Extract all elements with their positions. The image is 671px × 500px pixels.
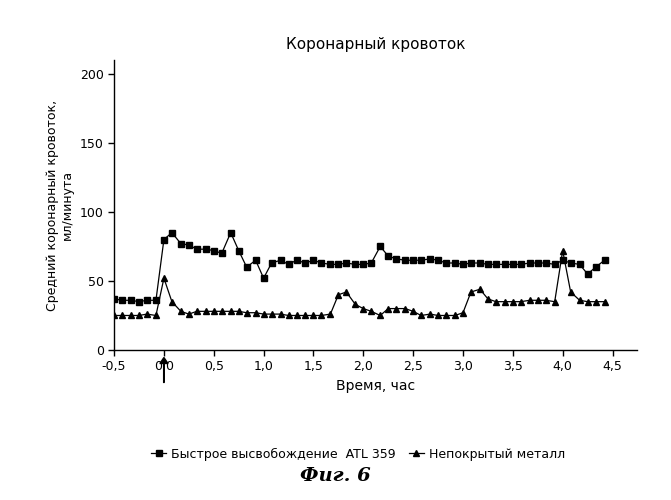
- X-axis label: Время, час: Время, час: [336, 379, 415, 393]
- Непокрытый металл: [268, 311, 276, 317]
- Непокрытый металл: [601, 298, 609, 304]
- Быстрое высвобождение  ATL 359: [268, 260, 276, 266]
- Быстрое высвобождение  ATL 359: [110, 296, 118, 302]
- Быстрое высвобождение  ATL 359: [293, 257, 301, 263]
- Быстрое высвобождение  ATL 359: [168, 230, 176, 235]
- Непокрытый металл: [235, 308, 243, 314]
- Text: Фиг. 6: Фиг. 6: [300, 467, 371, 485]
- Line: Непокрытый металл: Непокрытый металл: [111, 248, 608, 318]
- Быстрое высвобождение  ATL 359: [601, 257, 609, 263]
- Непокрытый металл: [276, 311, 285, 317]
- Line: Быстрое высвобождение  ATL 359: Быстрое высвобождение ATL 359: [111, 230, 608, 305]
- Title: Коронарный кровоток: Коронарный кровоток: [286, 37, 466, 52]
- Непокрытый металл: [110, 312, 118, 318]
- Непокрытый металл: [417, 312, 425, 318]
- Y-axis label: Средний коронарный кровоток,
мл/минута: Средний коронарный кровоток, мл/минута: [46, 100, 74, 310]
- Непокрытый металл: [559, 248, 567, 254]
- Быстрое высвобождение  ATL 359: [135, 298, 143, 304]
- Быстрое высвобождение  ATL 359: [252, 257, 260, 263]
- Legend: Быстрое высвобождение  ATL 359, Непокрытый металл: Быстрое высвобождение ATL 359, Непокрыты…: [146, 442, 570, 466]
- Непокрытый металл: [193, 308, 201, 314]
- Быстрое высвобождение  ATL 359: [210, 248, 218, 254]
- Быстрое высвобождение  ATL 359: [434, 257, 442, 263]
- Быстрое высвобождение  ATL 359: [285, 262, 293, 268]
- Непокрытый металл: [252, 310, 260, 316]
